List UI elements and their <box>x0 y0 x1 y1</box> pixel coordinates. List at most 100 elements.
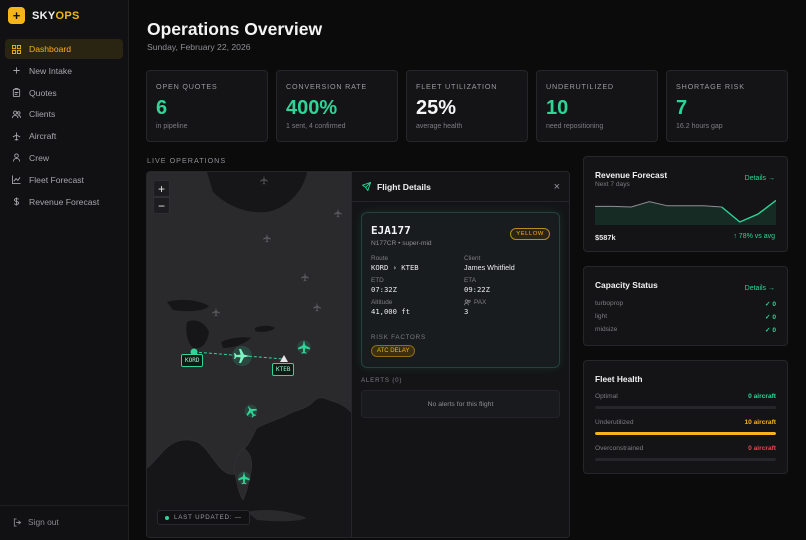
kpi-open-quotes[interactable]: OPEN QUOTES 6 in pipeline <box>146 70 268 142</box>
hudson-bay <box>207 172 307 213</box>
logout-icon <box>13 517 22 527</box>
person-icon <box>12 153 21 163</box>
live-dot-icon <box>165 515 169 520</box>
idle-plane-icon[interactable] <box>334 208 342 218</box>
capacity-label: turboprop <box>595 300 624 307</box>
sidebar-item-quotes[interactable]: Quotes <box>5 83 123 103</box>
kpi-value: 6 <box>156 97 168 119</box>
zoom-in-button[interactable]: + <box>153 180 170 197</box>
airport-tag-origin[interactable]: KORD <box>181 354 204 367</box>
status-badge: YELLOW <box>510 228 550 240</box>
sidebar-item-crew[interactable]: Crew <box>5 148 123 168</box>
active-flight-plane-icon[interactable] <box>232 346 252 366</box>
kpi-label: OPEN QUOTES <box>156 82 218 91</box>
revenue-amount: $587k <box>595 233 616 242</box>
north-america-landmass <box>147 172 352 475</box>
flight-details-header: Flight Details × <box>352 172 569 202</box>
destination-marker[interactable] <box>280 355 288 362</box>
sidebar-item-label: Clients <box>29 109 56 120</box>
kpi-label: SHORTAGE RISK <box>676 82 745 91</box>
lake-superior <box>167 299 209 312</box>
risk-tag: ATC DELAY <box>371 345 416 357</box>
brand-name: SKYOPS <box>32 9 80 22</box>
eta-value: 09:22Z <box>464 285 490 294</box>
idle-plane-icon[interactable] <box>263 233 271 243</box>
route-value: KORD › KTEB <box>371 263 419 272</box>
idle-plane-icon[interactable] <box>301 272 309 282</box>
flight-summary-card: EJA177 N177CR • super-mid YELLOW Route K… <box>361 212 560 368</box>
idle-plane-icon[interactable] <box>260 175 268 185</box>
fleet-health-row: Underutilized 10 aircraft <box>595 419 776 435</box>
sidebar-item-revenue-forecast[interactable]: Revenue Forecast <box>5 192 123 212</box>
capacity-row: turboprop ✓ 0 <box>595 300 776 308</box>
sidebar-item-aircraft[interactable]: Aircraft <box>5 126 123 146</box>
fleet-health-title: Fleet Health <box>595 374 643 384</box>
sidebar-item-fleet-forecast[interactable]: Fleet Forecast <box>5 170 123 190</box>
kpi-conversion-rate[interactable]: CONVERSION RATE 400% 1 sent, 4 confirmed <box>276 70 398 142</box>
kpi-underutilized[interactable]: UNDERUTILIZED 10 need repositioning <box>536 70 658 142</box>
flight-aircraft-info: N177CR • super-mid <box>371 240 432 247</box>
sidebar: + SKYOPS Dashboard New Intake Quotes Cli… <box>0 0 129 540</box>
idle-plane-icon[interactable] <box>313 302 321 312</box>
flight-plane-icon[interactable] <box>237 471 251 485</box>
risk-factors-label: RISK FACTORS <box>371 334 426 341</box>
fleet-health-label: Optimal <box>595 393 618 400</box>
signout-label: Sign out <box>28 517 59 527</box>
capacity-status-card: Capacity Status Details → turboprop ✓ 0 … <box>583 266 788 346</box>
airport-tag-destination[interactable]: KTEB <box>272 363 295 376</box>
kpi-value: 10 <box>546 97 569 119</box>
florida-landmass <box>234 447 253 501</box>
fleet-health-card: Fleet Health Optimal 0 aircraft Underuti… <box>583 360 788 474</box>
kpi-fleet-utilization[interactable]: FLEET UTILIZATION 25% average health <box>406 70 528 142</box>
chart-icon <box>12 175 21 185</box>
clipboard-icon <box>12 88 21 98</box>
sidebar-item-dashboard[interactable]: Dashboard <box>5 39 123 59</box>
sidebar-item-label: New Intake <box>29 65 72 76</box>
sidebar-item-label: Aircraft <box>29 131 57 142</box>
signout-button[interactable]: Sign out <box>13 517 59 527</box>
zoom-out-button[interactable]: − <box>153 197 170 214</box>
capacity-details-link[interactable]: Details → <box>744 285 775 292</box>
live-operations-label: LIVE OPERATIONS <box>147 156 227 165</box>
grid-icon <box>12 44 21 54</box>
pax-value: 3 <box>464 307 469 316</box>
alerts-empty-state: No alerts for this flight <box>361 390 560 418</box>
capacity-status-title: Capacity Status <box>595 280 658 290</box>
kpi-sub: in pipeline <box>156 123 188 130</box>
fleet-health-value: 0 aircraft <box>748 445 776 452</box>
capacity-row: midsize ✓ 0 <box>595 326 776 334</box>
sidebar-item-new-intake[interactable]: New Intake <box>5 61 123 81</box>
idle-plane-icon[interactable] <box>212 307 220 317</box>
brand[interactable]: + SKYOPS <box>8 7 80 24</box>
page-title: Operations Overview <box>147 19 323 39</box>
users-icon <box>12 110 21 119</box>
revenue-forecast-card: Revenue Forecast Next 7 days Details → $… <box>583 156 788 252</box>
flight-plane-icon[interactable] <box>297 340 311 354</box>
live-operations-map[interactable]: + − KORD KTEB LAST UPDATED: — Flight Det… <box>146 171 570 538</box>
kpi-label: UNDERUTILIZED <box>546 82 614 91</box>
flight-plane-icon[interactable] <box>242 402 259 419</box>
kpi-label: FLEET UTILIZATION <box>416 82 498 91</box>
sidebar-item-label: Revenue Forecast <box>29 196 100 207</box>
capacity-row: light ✓ 0 <box>595 313 776 321</box>
kpi-sub: average health <box>416 123 463 130</box>
revenue-sparkline <box>595 199 776 225</box>
fleet-health-value: 0 aircraft <box>748 393 776 400</box>
kpi-shortage-risk[interactable]: SHORTAGE RISK 7 16.2 hours gap <box>666 70 788 142</box>
fleet-health-bar <box>595 458 776 461</box>
etd-label: ETD <box>371 277 384 284</box>
fleet-health-row: Overconstrained 0 aircraft <box>595 445 776 461</box>
cuba-landmass <box>247 510 307 522</box>
sidebar-item-clients[interactable]: Clients <box>5 104 123 124</box>
revenue-details-link[interactable]: Details → <box>744 175 775 182</box>
capacity-value: ✓ 0 <box>764 301 776 308</box>
sidebar-item-label: Dashboard <box>29 44 72 54</box>
plus-icon <box>13 67 20 74</box>
close-icon[interactable]: × <box>553 180 560 193</box>
last-updated-text: LAST UPDATED: — <box>174 514 242 521</box>
kpi-sub: 1 sent, 4 confirmed <box>286 123 346 130</box>
sidebar-nav: Dashboard New Intake Quotes Clients Airc… <box>5 39 123 213</box>
fleet-health-label: Underutilized <box>595 419 634 426</box>
origin-marker[interactable] <box>190 348 198 356</box>
sidebar-item-label: Quotes <box>29 87 57 98</box>
